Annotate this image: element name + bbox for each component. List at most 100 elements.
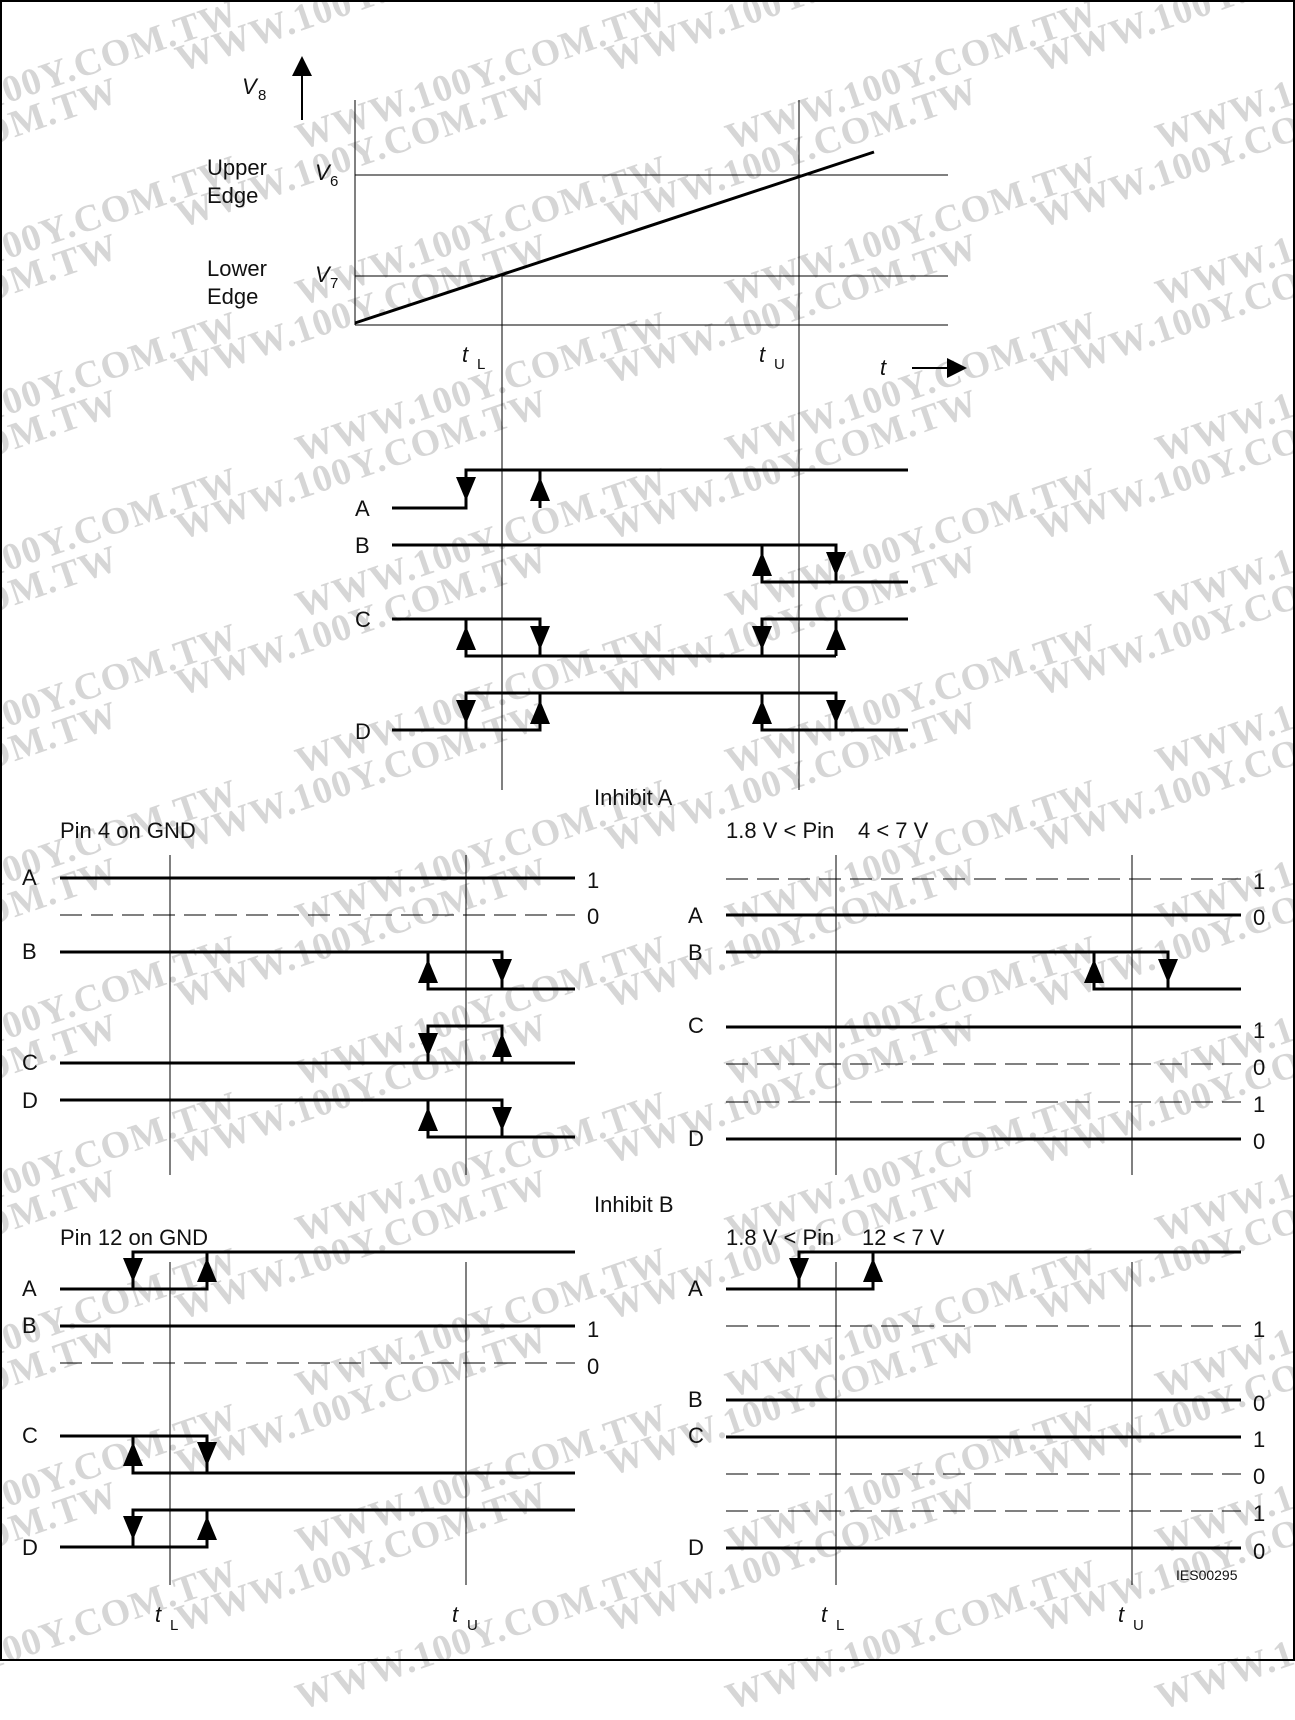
upper-edge-label-1: Upper [207, 155, 267, 180]
inhibit-a-right-sig-b: B [688, 940, 703, 965]
figure-id: IES00295 [1176, 1567, 1238, 1583]
ia-left-c-up-arrow [492, 1033, 512, 1057]
inhibit-a-left-lvl-0: 0 [587, 904, 599, 929]
inhibit-b-right-lvl-0c: 0 [1253, 1539, 1265, 1564]
inhibit-b-left-lvl-0: 0 [587, 1354, 599, 1379]
v6-label: V [315, 160, 332, 185]
v7-sub: 7 [330, 275, 338, 292]
waveforms [60, 468, 1241, 1550]
tl-label: t [462, 342, 469, 367]
inhibit-b-right-lvl-1a: 1 [1253, 1317, 1265, 1342]
bottom-right-tu-label: t [1118, 1602, 1125, 1627]
inhibit-a-right-lvl-0c: 0 [1253, 1129, 1265, 1154]
top-c-down-arrow-2 [752, 626, 772, 650]
tu-label: t [759, 342, 766, 367]
inhibit-a-right-lvl-1a: 1 [1253, 869, 1265, 894]
inhibit-a-left-sig-d: D [22, 1088, 38, 1113]
ia-left-d-up-arrow [418, 1107, 438, 1131]
inhibit-b-left-sig-d: D [22, 1535, 38, 1560]
top-d-down-arrow-2 [826, 700, 846, 724]
top-a-down-arrow [456, 477, 476, 501]
ia-right-b-up-arrow [1084, 959, 1104, 983]
inhibit-b-right-lvl-1b: 1 [1253, 1427, 1265, 1452]
inhibit-a-right-lvl-0a: 0 [1253, 905, 1265, 930]
v6-sub: 6 [330, 173, 338, 190]
inhibit-b-right-sig-c: C [688, 1423, 704, 1448]
inhibit-a-right-sig-c: C [688, 1013, 704, 1038]
bottom-right-tu-sub: U [1133, 1617, 1144, 1634]
figure-frame [0, 0, 1295, 1661]
ia-left-c-down-arrow [418, 1033, 438, 1057]
inhibit-b-right-lvl-1c: 1 [1253, 1501, 1265, 1526]
bottom-left-tu-label: t [452, 1602, 459, 1627]
v8-label: V [242, 74, 259, 99]
inhibit-b-right-sig-b: B [688, 1387, 703, 1412]
top-signal-c: C [355, 607, 371, 632]
inhibit-b-left-condition: Pin 12 on GND [60, 1225, 208, 1250]
top-a-up-arrow [530, 477, 550, 501]
inhibit-a-right-condition-a: 1.8 V < Pin [726, 818, 834, 843]
inhibit-a-left-condition: Pin 4 on GND [60, 818, 196, 843]
inhibit-b-right-sig-a: A [688, 1276, 703, 1301]
ib-left-d-down-arrow [123, 1516, 143, 1540]
bottom-right-tl-sub: L [836, 1617, 844, 1634]
inhibit-b-right-lvl-0a: 0 [1253, 1391, 1265, 1416]
inhibit-b-right-lvl-0b: 0 [1253, 1464, 1265, 1489]
tu-sub: U [774, 356, 785, 373]
top-b-down-arrow [826, 552, 846, 576]
lower-edge-label-1: Lower [207, 256, 267, 281]
v8-sub: 8 [258, 87, 266, 104]
inhibit-a-left-sig-a: A [22, 865, 37, 890]
inhibit-b-title: Inhibit B [594, 1192, 674, 1217]
inhibit-a-left-lvl-1: 1 [587, 868, 599, 893]
top-b-up-arrow [752, 552, 772, 576]
ia-right-b-loop [726, 950, 1170, 991]
ramp-signal [354, 150, 875, 325]
inhibit-a-title: Inhibit A [594, 785, 673, 810]
inhibit-a-guides [169, 855, 1133, 1175]
inhibit-b-guides [169, 1262, 1133, 1585]
ia-left-b-loop [60, 950, 504, 991]
ib-left-d-up-arrow [197, 1516, 217, 1540]
inhibit-b-left-sig-a: A [22, 1276, 37, 1301]
top-c-up-arrow-1 [456, 626, 476, 650]
timing-diagram: V 8 Upper Edge Lower Edge V 6 V 7 t L t … [0, 0, 1295, 1661]
inhibit-b-right-condition-a: 1.8 V < Pin [726, 1225, 834, 1250]
inhibit-a-right-sig-a: A [688, 903, 703, 928]
ia-left-b-down-arrow [492, 959, 512, 983]
top-c-up-arrow-2 [826, 626, 846, 650]
ib-left-a-up-arrow [197, 1258, 217, 1282]
top-d-high-line [466, 691, 838, 732]
tl-sub: L [477, 356, 485, 373]
top-b-hysteresis-loop [392, 543, 838, 584]
ib-left-c-down-arrow [197, 1442, 217, 1466]
top-d-up-arrow-2 [752, 700, 772, 724]
inhibit-a-right-sig-d: D [688, 1126, 704, 1151]
bottom-left-tu-sub: U [467, 1617, 478, 1634]
top-d-down-arrow-1 [456, 700, 476, 724]
ib-left-a-down-arrow [123, 1258, 143, 1282]
inhibit-b-right-sig-d: D [688, 1535, 704, 1560]
lower-edge-label-2: Edge [207, 284, 258, 309]
inhibit-b-left-sig-c: C [22, 1423, 38, 1448]
bottom-left-tl-label: t [155, 1602, 162, 1627]
top-signal-a: A [355, 496, 370, 521]
inhibit-a-left-sig-b: B [22, 939, 37, 964]
ib-right-a-down-arrow [789, 1258, 809, 1282]
voltage-graph [292, 56, 967, 790]
inhibit-b-left-lvl-1: 1 [587, 1317, 599, 1342]
ia-right-b-down-arrow [1158, 959, 1178, 983]
ib-right-a-up-arrow [863, 1258, 883, 1282]
inhibit-b-right-condition-b: 12 < 7 V [862, 1225, 945, 1250]
upper-edge-label-2: Edge [207, 183, 258, 208]
ia-left-d-loop [60, 1098, 504, 1139]
inhibit-a-right-condition-b: 4 < 7 V [858, 818, 929, 843]
ia-left-b-up-arrow [418, 959, 438, 983]
top-signal-b: B [355, 533, 370, 558]
inhibit-b-left-sig-b: B [22, 1313, 37, 1338]
inhibit-a-left-sig-c: C [22, 1050, 38, 1075]
v7-label: V [315, 262, 332, 287]
top-c-down-arrow-1 [530, 626, 550, 650]
inhibit-a-right-lvl-1b: 1 [1253, 1018, 1265, 1043]
